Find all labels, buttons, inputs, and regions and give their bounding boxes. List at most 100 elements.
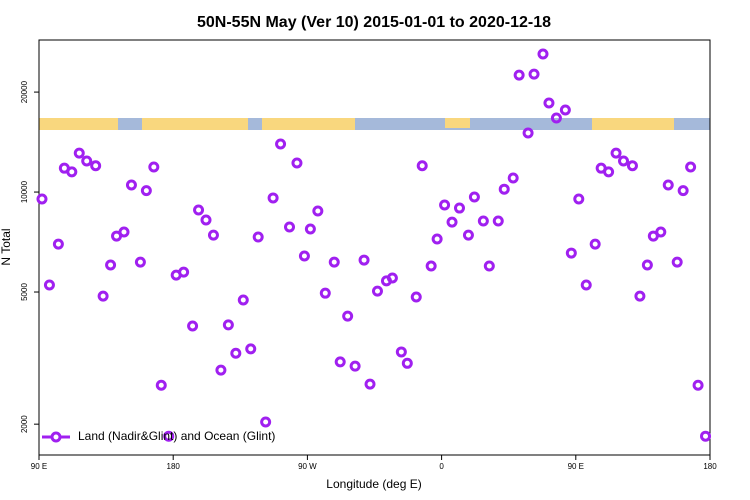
data-point xyxy=(416,160,428,172)
data-point xyxy=(118,226,130,238)
data-point xyxy=(291,157,303,169)
y-tick-label: 20000 xyxy=(20,80,29,103)
data-point xyxy=(97,290,109,302)
legend-label: Land (Nadir&Glint) and Ocean (Glint) xyxy=(78,429,275,443)
data-point xyxy=(550,112,562,124)
data-point xyxy=(193,204,205,216)
data-point xyxy=(498,183,510,195)
data-point xyxy=(634,290,646,302)
data-point xyxy=(125,179,137,191)
data-point xyxy=(140,185,152,197)
data-point xyxy=(319,287,331,299)
data-point xyxy=(328,256,340,268)
data-point xyxy=(90,160,102,172)
data-point xyxy=(298,250,310,262)
plot-frame xyxy=(38,39,711,456)
data-point xyxy=(603,166,615,178)
data-point xyxy=(431,233,443,245)
data-point xyxy=(73,147,85,159)
x-tick-label: 90 E xyxy=(568,462,584,471)
data-point xyxy=(334,356,346,368)
data-point xyxy=(386,272,398,284)
data-point xyxy=(641,259,653,271)
data-point xyxy=(284,221,296,233)
data-point xyxy=(492,215,504,227)
data-point xyxy=(565,247,577,259)
y-tick-label: 2000 xyxy=(20,415,29,433)
data-point xyxy=(559,104,571,116)
chart-title: 50N-55N May (Ver 10) 2015-01-01 to 2020-… xyxy=(197,14,551,31)
data-point xyxy=(267,192,279,204)
y-tick-label: 10000 xyxy=(20,180,29,203)
data-point xyxy=(528,68,540,80)
data-point xyxy=(543,97,555,109)
data-point xyxy=(439,199,451,211)
x-tick-label: 180 xyxy=(167,462,181,471)
data-point xyxy=(580,279,592,291)
data-point xyxy=(207,229,219,241)
data-point xyxy=(36,193,48,205)
data-point xyxy=(468,191,480,203)
legend-marker xyxy=(50,431,62,443)
data-point xyxy=(81,155,93,167)
y-tick-label: 5000 xyxy=(20,283,29,301)
data-point xyxy=(685,161,697,173)
data-point xyxy=(66,166,78,178)
data-point xyxy=(655,226,667,238)
x-tick-label: 90 E xyxy=(31,462,47,471)
data-point xyxy=(425,260,437,272)
data-point xyxy=(513,69,525,81)
data-point xyxy=(589,238,601,250)
data-point xyxy=(222,319,234,331)
data-point xyxy=(178,266,190,278)
data-point xyxy=(364,378,376,390)
data-point xyxy=(453,202,465,214)
data-point xyxy=(610,147,622,159)
data-point xyxy=(358,254,370,266)
land-ocean-strip xyxy=(39,118,710,130)
data-point xyxy=(671,256,683,268)
data-point xyxy=(237,294,249,306)
data-point xyxy=(312,205,324,217)
data-point xyxy=(215,364,227,376)
data-point xyxy=(446,216,458,228)
x-axis-label: Longitude (deg E) xyxy=(326,477,421,491)
data-point xyxy=(304,223,316,235)
y-axis-label: N Total xyxy=(0,228,13,265)
data-point xyxy=(700,430,712,442)
data-point xyxy=(410,291,422,303)
data-point xyxy=(342,310,354,322)
data-point xyxy=(537,48,549,60)
data-point xyxy=(200,214,212,226)
data-point xyxy=(148,161,160,173)
x-tick-label: 180 xyxy=(703,462,717,471)
data-point xyxy=(52,238,64,250)
data-point xyxy=(618,155,630,167)
data-point xyxy=(43,279,55,291)
data-point xyxy=(626,160,638,172)
data-point xyxy=(692,379,704,391)
x-tick-label: 90 W xyxy=(298,462,317,471)
data-point xyxy=(163,430,175,442)
data-point xyxy=(187,320,199,332)
data-point xyxy=(245,343,257,355)
data-point xyxy=(507,172,519,184)
data-point xyxy=(371,285,383,297)
data-point xyxy=(483,260,495,272)
data-point xyxy=(105,259,117,271)
data-point xyxy=(230,347,242,359)
x-tick-label: 0 xyxy=(439,462,444,471)
data-point xyxy=(677,185,689,197)
data-point xyxy=(477,215,489,227)
data-point xyxy=(395,346,407,358)
data-point xyxy=(260,416,272,428)
data-point xyxy=(573,193,585,205)
data-point xyxy=(275,138,287,150)
data-point xyxy=(252,231,264,243)
data-point xyxy=(349,360,361,372)
data-point xyxy=(462,229,474,241)
data-point xyxy=(155,379,167,391)
data-point xyxy=(134,256,146,268)
data-point xyxy=(662,179,674,191)
